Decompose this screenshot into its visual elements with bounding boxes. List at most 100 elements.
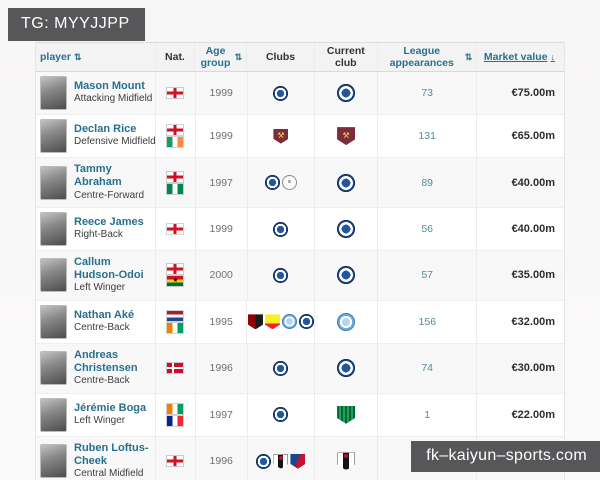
nigeria-flag-icon <box>167 183 184 194</box>
watford-club-badge-icon[interactable] <box>264 314 280 330</box>
age-group-value: 1996 <box>209 455 233 468</box>
league-appearances-link[interactable]: 89 <box>421 176 434 189</box>
table-row: Tammy Abraham Centre-Forward 1997 89 €40… <box>36 158 564 208</box>
chelsea-club-badge-icon[interactable] <box>337 220 356 238</box>
age-group-value: 1997 <box>209 408 233 421</box>
nationality-cell <box>156 393 196 436</box>
chelsea-club-badge-icon[interactable] <box>273 221 289 237</box>
chelsea-club-badge-icon[interactable] <box>264 175 280 191</box>
chelsea-club-badge-icon[interactable] <box>298 314 314 330</box>
clubs-cell <box>248 72 316 115</box>
column-header-apps[interactable]: League appearances ⇅ <box>378 43 478 72</box>
sort-toggle-icon[interactable]: ⇅ <box>73 51 82 62</box>
player-name-link[interactable]: Nathan Aké <box>74 309 135 322</box>
tg-watermark-label: TG: MYYJJPP <box>8 8 145 41</box>
player-cell: Nathan Aké Centre-Back <box>36 300 156 343</box>
player-position: Left Winger <box>74 282 126 294</box>
player-name-link[interactable]: Declan Rice <box>74 123 137 136</box>
clubs-cell <box>248 436 316 480</box>
column-header-value[interactable]: Market value ↓ <box>477 43 564 71</box>
fulham-club-badge-icon[interactable] <box>273 453 289 469</box>
chelsea-club-badge-icon[interactable] <box>337 266 356 285</box>
player-position: Right-Back <box>74 229 123 241</box>
player-photo[interactable] <box>40 397 67 432</box>
column-header-nat: Nat. <box>156 43 196 72</box>
league-appearances-link[interactable]: 73 <box>421 87 434 100</box>
current-club-cell <box>315 72 378 115</box>
chelsea-club-badge-icon[interactable] <box>273 85 289 101</box>
west-ham-club-badge-icon[interactable] <box>337 127 356 146</box>
league-appearances-link[interactable]: 74 <box>421 362 434 375</box>
sassuolo-club-badge-icon[interactable] <box>337 405 356 424</box>
age-group-value: 1995 <box>209 315 233 328</box>
player-name-link[interactable]: Mason Mount <box>74 80 145 93</box>
market-value: €35.00m <box>511 269 555 282</box>
column-header-age[interactable]: Age group ⇅ <box>195 43 248 72</box>
clubs-cell <box>248 208 316 250</box>
player-name-link[interactable]: Ruben Loftus-Cheek <box>74 441 149 467</box>
league-appearances-link[interactable]: 1 <box>424 408 431 421</box>
netherlands-flag-icon <box>167 310 184 321</box>
sort-desc-icon[interactable]: ↓ <box>550 51 556 62</box>
crystal-palace-club-badge-icon[interactable] <box>290 453 306 469</box>
chelsea-club-badge-icon[interactable] <box>273 360 289 376</box>
league-appearances-link[interactable]: 156 <box>418 315 437 328</box>
player-photo[interactable] <box>40 258 67 293</box>
chelsea-club-badge-icon[interactable] <box>256 453 272 469</box>
chelsea-club-badge-icon[interactable] <box>273 407 289 423</box>
player-photo[interactable] <box>40 444 67 479</box>
player-name-link[interactable]: Reece James <box>74 216 144 229</box>
player-name-link[interactable]: Callum Hudson-Odoi <box>74 256 144 282</box>
player-name-link[interactable]: Andreas Christensen <box>74 348 138 375</box>
player-photo[interactable] <box>40 351 67 386</box>
current-club-cell <box>315 208 378 250</box>
sort-toggle-icon[interactable]: ⇅ <box>464 51 473 62</box>
player-photo[interactable] <box>40 165 67 200</box>
england-flag-icon <box>167 125 184 136</box>
column-header-label: player <box>40 51 71 64</box>
player-name-link[interactable]: Jérémie Boga <box>74 401 147 414</box>
player-photo[interactable] <box>40 76 67 111</box>
player-cell: Callum Hudson-Odoi Left Winger <box>36 251 156 300</box>
site-watermark-label: fk–kaiyun–sports.com <box>411 441 600 472</box>
player-name-link[interactable]: Tammy Abraham <box>74 163 122 189</box>
man-city-club-badge-icon[interactable] <box>281 314 297 330</box>
players-table: player ⇅ Nat. Age group ⇅ Clubs Current club Le… <box>35 42 565 480</box>
age-group-value: 2000 <box>209 269 233 282</box>
column-header-player[interactable]: player ⇅ <box>36 43 156 72</box>
column-header-current: Current club <box>315 43 378 72</box>
player-photo[interactable] <box>40 212 67 246</box>
sort-toggle-icon[interactable]: ⇅ <box>234 51 243 62</box>
player-cell: Reece James Right-Back <box>36 208 156 250</box>
player-photo[interactable] <box>40 304 67 339</box>
table-row: Nathan Aké Centre-Back 1995 156 €32.00m <box>36 300 564 344</box>
swansea-club-badge-icon[interactable] <box>281 175 297 191</box>
clubs-cell <box>247 300 316 343</box>
chelsea-club-badge-icon[interactable] <box>337 84 356 103</box>
table-row: Jérémie Boga Left Winger 1997 1 €22.00m <box>36 393 564 437</box>
market-value-cell: €65.00m <box>477 115 564 157</box>
player-position: Central Midfield <box>74 468 144 480</box>
chelsea-club-badge-icon[interactable] <box>273 267 289 283</box>
league-appearances-link[interactable]: 56 <box>421 223 434 235</box>
france-flag-icon <box>167 415 184 426</box>
age-group-cell: 1997 <box>196 393 248 436</box>
current-club-cell <box>315 393 378 436</box>
player-photo[interactable] <box>40 119 67 154</box>
bournemouth-club-badge-icon[interactable] <box>247 314 263 330</box>
league-appearances-link[interactable]: 57 <box>421 269 434 282</box>
ivory-coast-flag-icon <box>167 322 184 333</box>
league-appearances-link[interactable]: 131 <box>418 130 436 143</box>
chelsea-club-badge-icon[interactable] <box>337 173 356 192</box>
current-club-cell <box>315 251 378 300</box>
fulham-club-badge-icon[interactable] <box>337 452 356 471</box>
player-cell: Tammy Abraham Centre-Forward <box>36 158 156 207</box>
table-row: Reece James Right-Back 1999 56 €40.00m <box>36 208 564 251</box>
west-ham-club-badge-icon[interactable] <box>273 128 289 144</box>
age-group-cell: 1996 <box>196 436 248 480</box>
man-city-club-badge-icon[interactable] <box>337 312 356 331</box>
chelsea-club-badge-icon[interactable] <box>337 359 356 378</box>
table-row: Mason Mount Attacking Midfield 1999 73 €… <box>36 72 564 116</box>
nationality-cell <box>156 158 196 207</box>
market-value-cell: €35.00m <box>477 251 564 300</box>
